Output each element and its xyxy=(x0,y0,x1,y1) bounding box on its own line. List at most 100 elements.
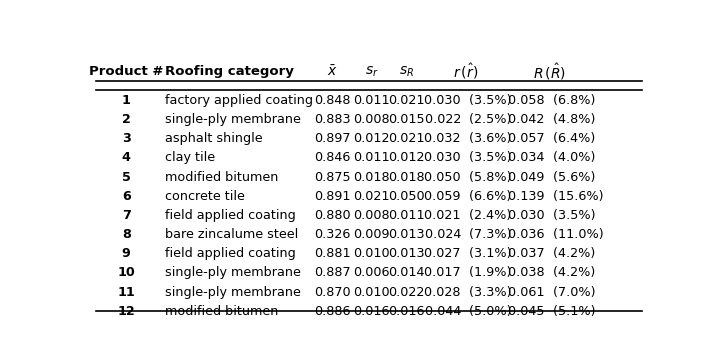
Text: 0.049: 0.049 xyxy=(508,171,549,184)
Text: factory applied coating: factory applied coating xyxy=(166,94,313,107)
Text: 0.012: 0.012 xyxy=(388,151,425,164)
Text: 0.139: 0.139 xyxy=(508,190,549,203)
Text: (6.4%): (6.4%) xyxy=(549,132,595,145)
Text: 12: 12 xyxy=(117,305,135,318)
Text: 0.050: 0.050 xyxy=(424,171,465,184)
Text: concrete tile: concrete tile xyxy=(166,190,246,203)
Text: (15.6%): (15.6%) xyxy=(549,190,603,203)
Text: (5.6%): (5.6%) xyxy=(549,171,595,184)
Text: 0.034: 0.034 xyxy=(508,151,549,164)
Text: 8: 8 xyxy=(122,228,131,241)
Text: 0.018: 0.018 xyxy=(354,171,390,184)
Text: 0.050: 0.050 xyxy=(388,190,425,203)
Text: 0.030: 0.030 xyxy=(508,209,549,222)
Text: 0.057: 0.057 xyxy=(508,132,549,145)
Text: 0.010: 0.010 xyxy=(354,286,390,299)
Text: (2.4%): (2.4%) xyxy=(465,209,511,222)
Text: Product #: Product # xyxy=(89,65,163,78)
Text: 0.875: 0.875 xyxy=(315,171,351,184)
Text: (3.3%): (3.3%) xyxy=(465,286,511,299)
Text: $r\,(\hat{r})$: $r\,(\hat{r})$ xyxy=(453,62,478,81)
Text: asphalt shingle: asphalt shingle xyxy=(166,132,263,145)
Text: Roofing category: Roofing category xyxy=(166,65,294,78)
Text: 0.016: 0.016 xyxy=(388,305,425,318)
Text: 0.887: 0.887 xyxy=(315,267,351,279)
Text: 0.028: 0.028 xyxy=(425,286,465,299)
Text: 0.059: 0.059 xyxy=(425,190,465,203)
Text: 0.011: 0.011 xyxy=(388,209,425,222)
Text: 0.008: 0.008 xyxy=(354,113,390,126)
Text: 0.018: 0.018 xyxy=(388,171,425,184)
Text: 0.017: 0.017 xyxy=(424,267,465,279)
Text: clay tile: clay tile xyxy=(166,151,215,164)
Text: 0.891: 0.891 xyxy=(315,190,351,203)
Text: modified bitumen: modified bitumen xyxy=(166,171,279,184)
Text: 0.013: 0.013 xyxy=(388,228,425,241)
Text: (5.8%): (5.8%) xyxy=(465,171,511,184)
Text: 0.883: 0.883 xyxy=(315,113,351,126)
Text: 0.010: 0.010 xyxy=(354,247,390,260)
Text: 0.044: 0.044 xyxy=(425,305,465,318)
Text: (2.5%): (2.5%) xyxy=(465,113,511,126)
Text: 0.326: 0.326 xyxy=(315,228,351,241)
Text: 0.021: 0.021 xyxy=(425,209,465,222)
Text: 0.030: 0.030 xyxy=(424,94,465,107)
Text: 0.042: 0.042 xyxy=(508,113,549,126)
Text: 0.014: 0.014 xyxy=(388,267,425,279)
Text: single-ply membrane: single-ply membrane xyxy=(166,113,301,126)
Text: 0.036: 0.036 xyxy=(508,228,549,241)
Text: 0.011: 0.011 xyxy=(354,94,390,107)
Text: 0.013: 0.013 xyxy=(388,247,425,260)
Text: 1: 1 xyxy=(122,94,131,107)
Text: 0.006: 0.006 xyxy=(354,267,390,279)
Text: 4: 4 xyxy=(122,151,131,164)
Text: 9: 9 xyxy=(122,247,131,260)
Text: (5.1%): (5.1%) xyxy=(549,305,595,318)
Text: (3.1%): (3.1%) xyxy=(465,247,511,260)
Text: (7.3%): (7.3%) xyxy=(465,228,511,241)
Text: (4.0%): (4.0%) xyxy=(549,151,595,164)
Text: $\bar{x}$: $\bar{x}$ xyxy=(328,64,338,79)
Text: 0.881: 0.881 xyxy=(315,247,351,260)
Text: 0.037: 0.037 xyxy=(508,247,549,260)
Text: (1.9%): (1.9%) xyxy=(465,267,511,279)
Text: 0.038: 0.038 xyxy=(508,267,549,279)
Text: 10: 10 xyxy=(117,267,135,279)
Text: 0.032: 0.032 xyxy=(425,132,465,145)
Text: (4.2%): (4.2%) xyxy=(549,247,595,260)
Text: 0.021: 0.021 xyxy=(388,94,425,107)
Text: 0.030: 0.030 xyxy=(424,151,465,164)
Text: (3.5%): (3.5%) xyxy=(465,94,511,107)
Text: (3.6%): (3.6%) xyxy=(465,132,511,145)
Text: modified bitumen: modified bitumen xyxy=(166,305,279,318)
Text: 0.897: 0.897 xyxy=(315,132,351,145)
Text: 0.009: 0.009 xyxy=(354,228,390,241)
Text: 0.848: 0.848 xyxy=(315,94,351,107)
Text: 0.015: 0.015 xyxy=(388,113,425,126)
Text: $s_R$: $s_R$ xyxy=(399,64,414,79)
Text: 0.027: 0.027 xyxy=(425,247,465,260)
Text: 0.886: 0.886 xyxy=(315,305,351,318)
Text: 5: 5 xyxy=(122,171,131,184)
Text: (5.0%): (5.0%) xyxy=(465,305,511,318)
Text: 3: 3 xyxy=(122,132,131,145)
Text: (3.5%): (3.5%) xyxy=(465,151,511,164)
Text: 7: 7 xyxy=(122,209,131,222)
Text: $R\,(\hat{R})$: $R\,(\hat{R})$ xyxy=(533,61,566,82)
Text: field applied coating: field applied coating xyxy=(166,247,296,260)
Text: 0.012: 0.012 xyxy=(354,132,390,145)
Text: 0.061: 0.061 xyxy=(508,286,549,299)
Text: single-ply membrane: single-ply membrane xyxy=(166,286,301,299)
Text: (4.2%): (4.2%) xyxy=(549,267,595,279)
Text: 0.021: 0.021 xyxy=(388,132,425,145)
Text: (7.0%): (7.0%) xyxy=(549,286,595,299)
Text: 0.846: 0.846 xyxy=(315,151,351,164)
Text: 0.011: 0.011 xyxy=(354,151,390,164)
Text: 0.880: 0.880 xyxy=(315,209,351,222)
Text: 0.045: 0.045 xyxy=(508,305,549,318)
Text: 0.022: 0.022 xyxy=(425,113,465,126)
Text: 0.021: 0.021 xyxy=(354,190,390,203)
Text: 0.008: 0.008 xyxy=(354,209,390,222)
Text: (3.5%): (3.5%) xyxy=(549,209,595,222)
Text: single-ply membrane: single-ply membrane xyxy=(166,267,301,279)
